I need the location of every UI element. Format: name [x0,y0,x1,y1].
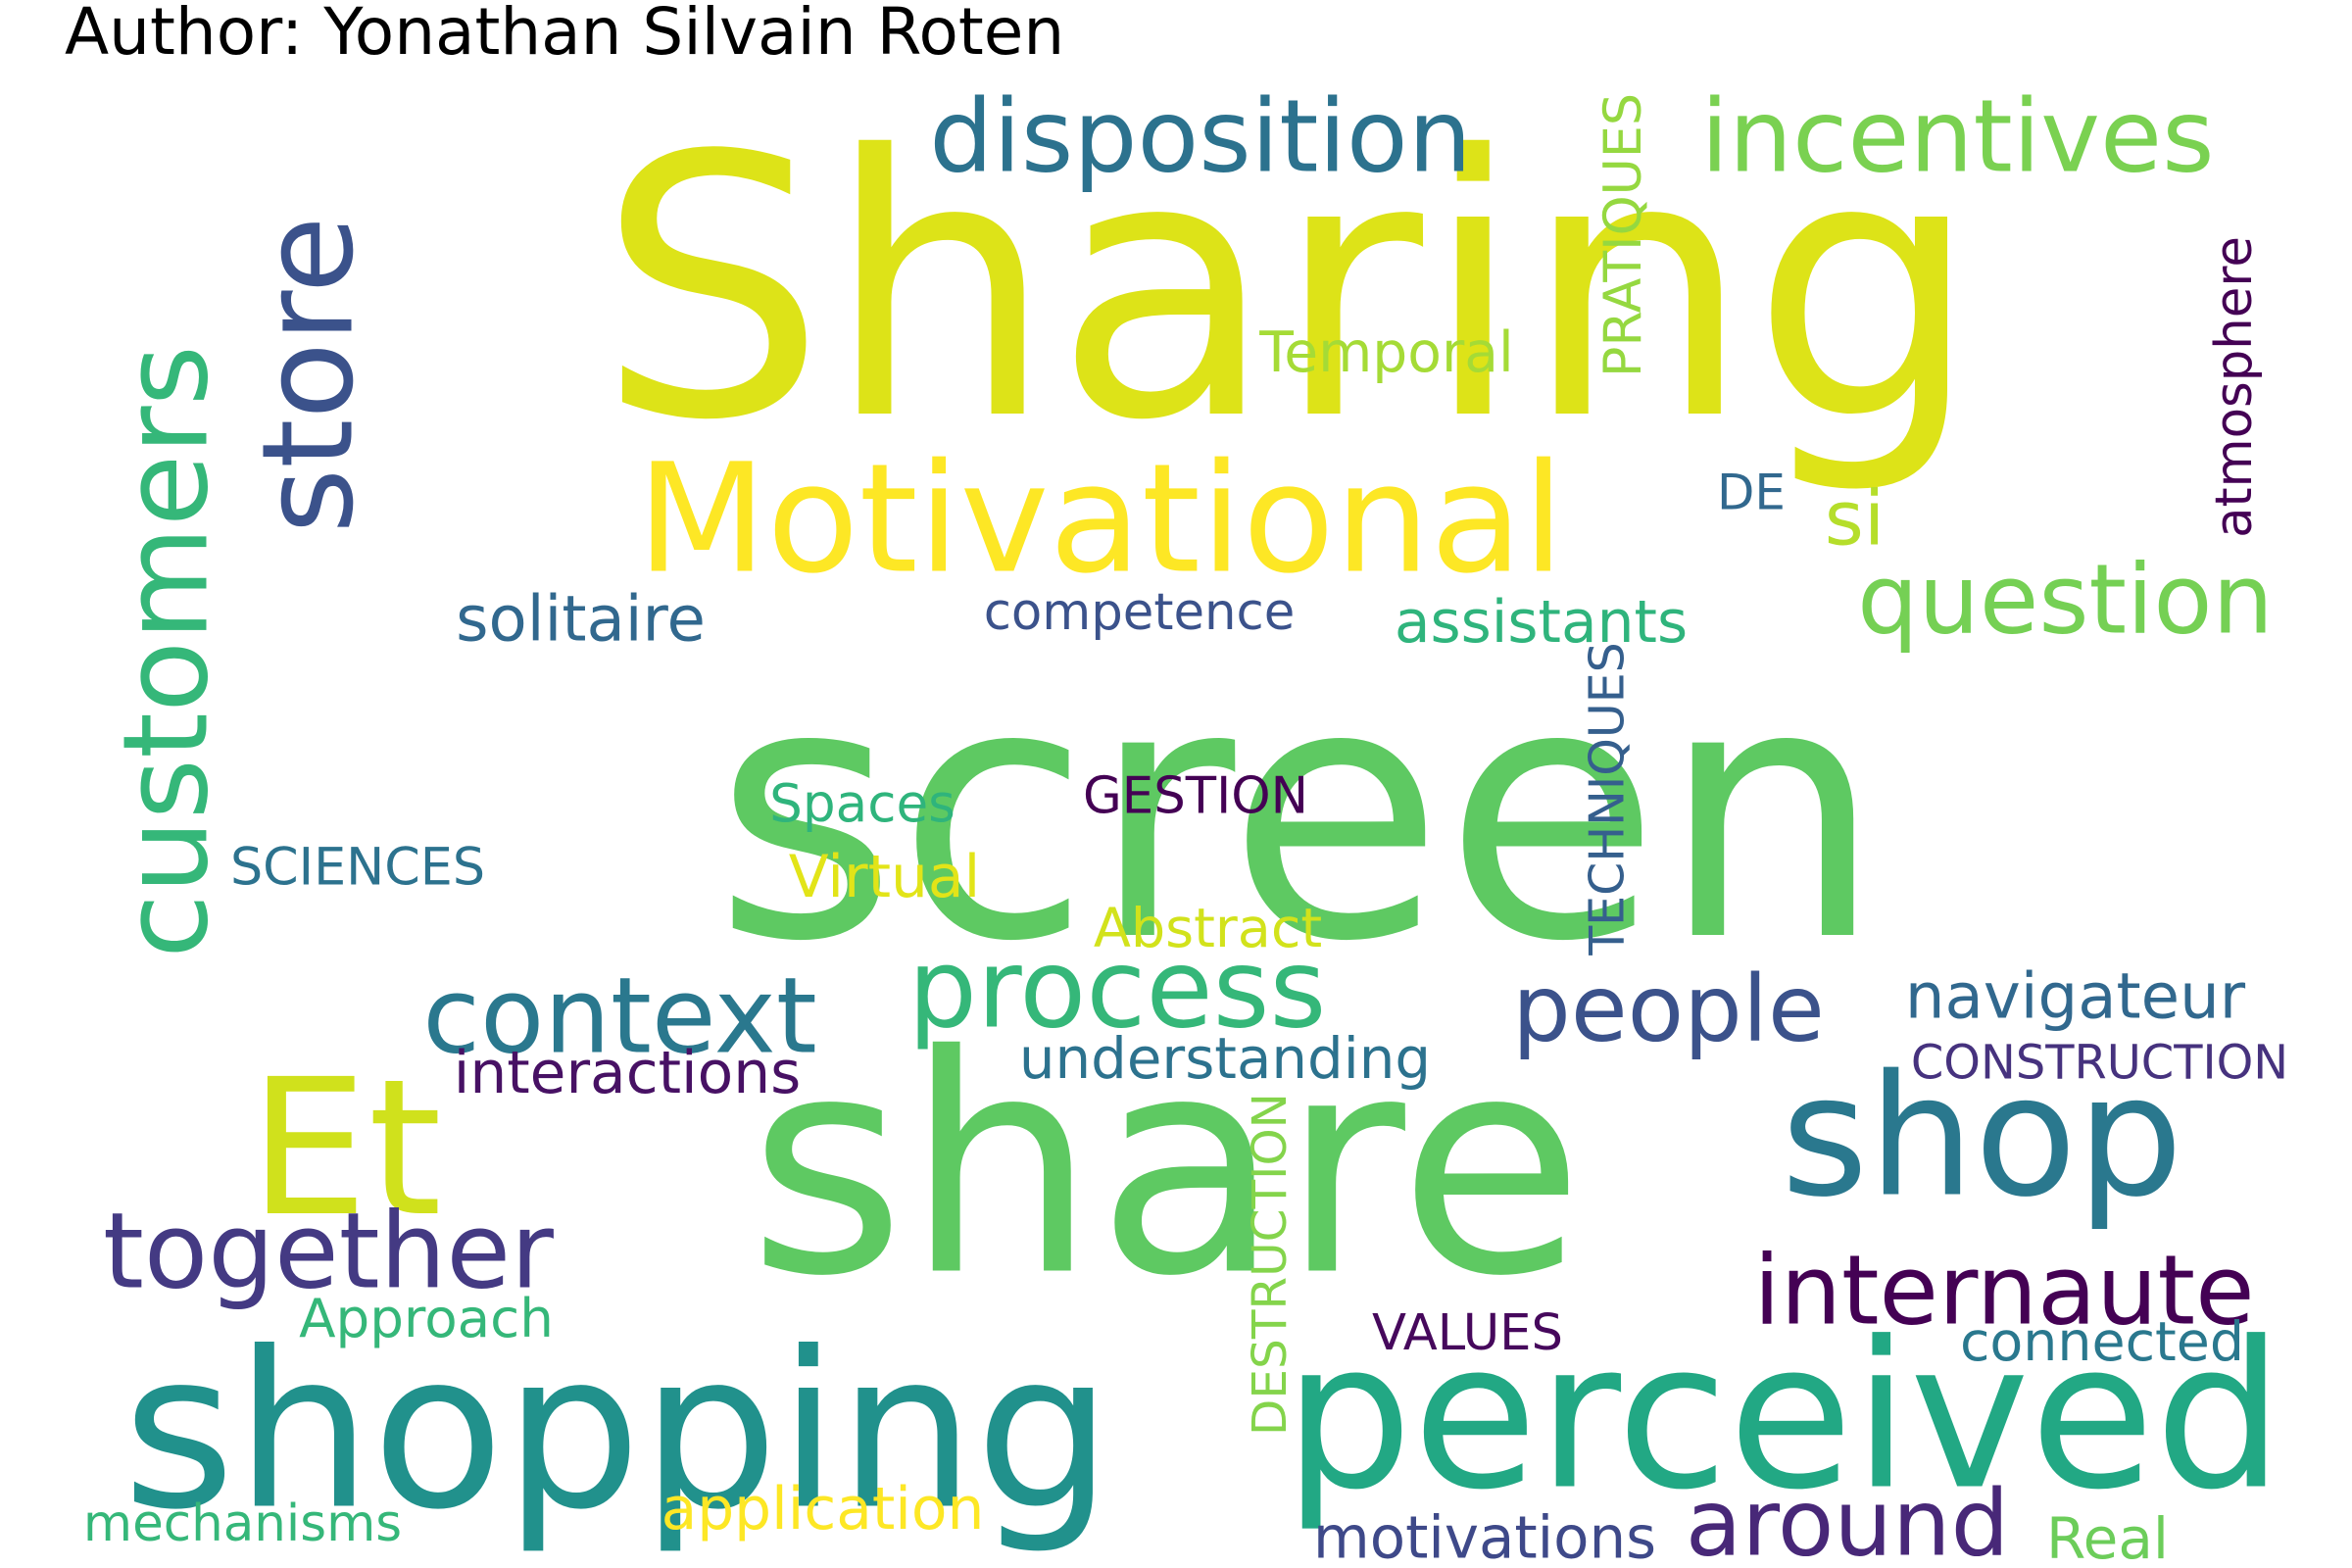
word-understanding: understanding [1019,1025,1431,1092]
word-si: si [1825,476,1885,564]
word-people: people [1512,956,1825,1063]
word-internaute: internaute [1753,1236,2254,1348]
word-temporal: Temporal [1258,320,1514,385]
word-competence: competence [984,583,1296,642]
word-real: Real [2046,1505,2169,1568]
word-sharing: Sharing [598,79,1981,499]
word-screen: screen [713,609,1883,1018]
word-together: together [103,1192,554,1313]
word-virtual: Virtual [789,843,980,911]
word-store: store [236,216,382,533]
word-motivations: motivations [1313,1505,1656,1568]
word-interactions: interactions [454,1039,802,1107]
word-techniques: TECHNIQUES [1580,642,1636,956]
word-perceived: perceived [1284,1298,2283,1535]
word-share: share [749,991,1585,1343]
word-disposition: disposition [929,79,1471,196]
word-process: process [908,927,1327,1054]
word-values: VALUES [1372,1303,1563,1362]
word-navigateur: navigateur [1905,961,2246,1034]
word-solitaire: solitaire [456,584,706,657]
word-sciences: SCIENCES [230,838,485,898]
word-assistants: assistants [1395,588,1688,657]
word-spaces: Spaces [769,773,956,834]
word-abstract: Abstract [1094,897,1322,960]
word-connected: connected [1960,1311,2244,1374]
word-shop: shop [1781,1040,2182,1235]
word-shopping: shopping [122,1305,1112,1557]
word-gestion: GESTION [1083,767,1308,826]
word-around: around [1686,1471,2010,1568]
word-motivational: Motivational [637,432,1565,608]
word-construction: CONSTRUCTION [1911,1037,2288,1091]
word-question: question [1857,545,2274,657]
word-application: application [662,1475,985,1544]
word-context: context [422,956,817,1078]
word-pratiques: PRATIQUES [1594,93,1653,377]
word-customers: customers [99,345,235,958]
word-destruction: DESTRUCTION [1243,1093,1298,1436]
word-de: DE [1717,465,1786,521]
word-approach: Approach [299,1287,554,1349]
word-mechanisms: mechanisms [83,1494,402,1553]
word-atmosphere: atmosphere [2205,236,2264,538]
author-caption: Author: Yonathan Silvain Roten [65,0,1065,70]
word-et: Et [249,1040,442,1258]
word-incentives: incentives [1700,79,2214,196]
